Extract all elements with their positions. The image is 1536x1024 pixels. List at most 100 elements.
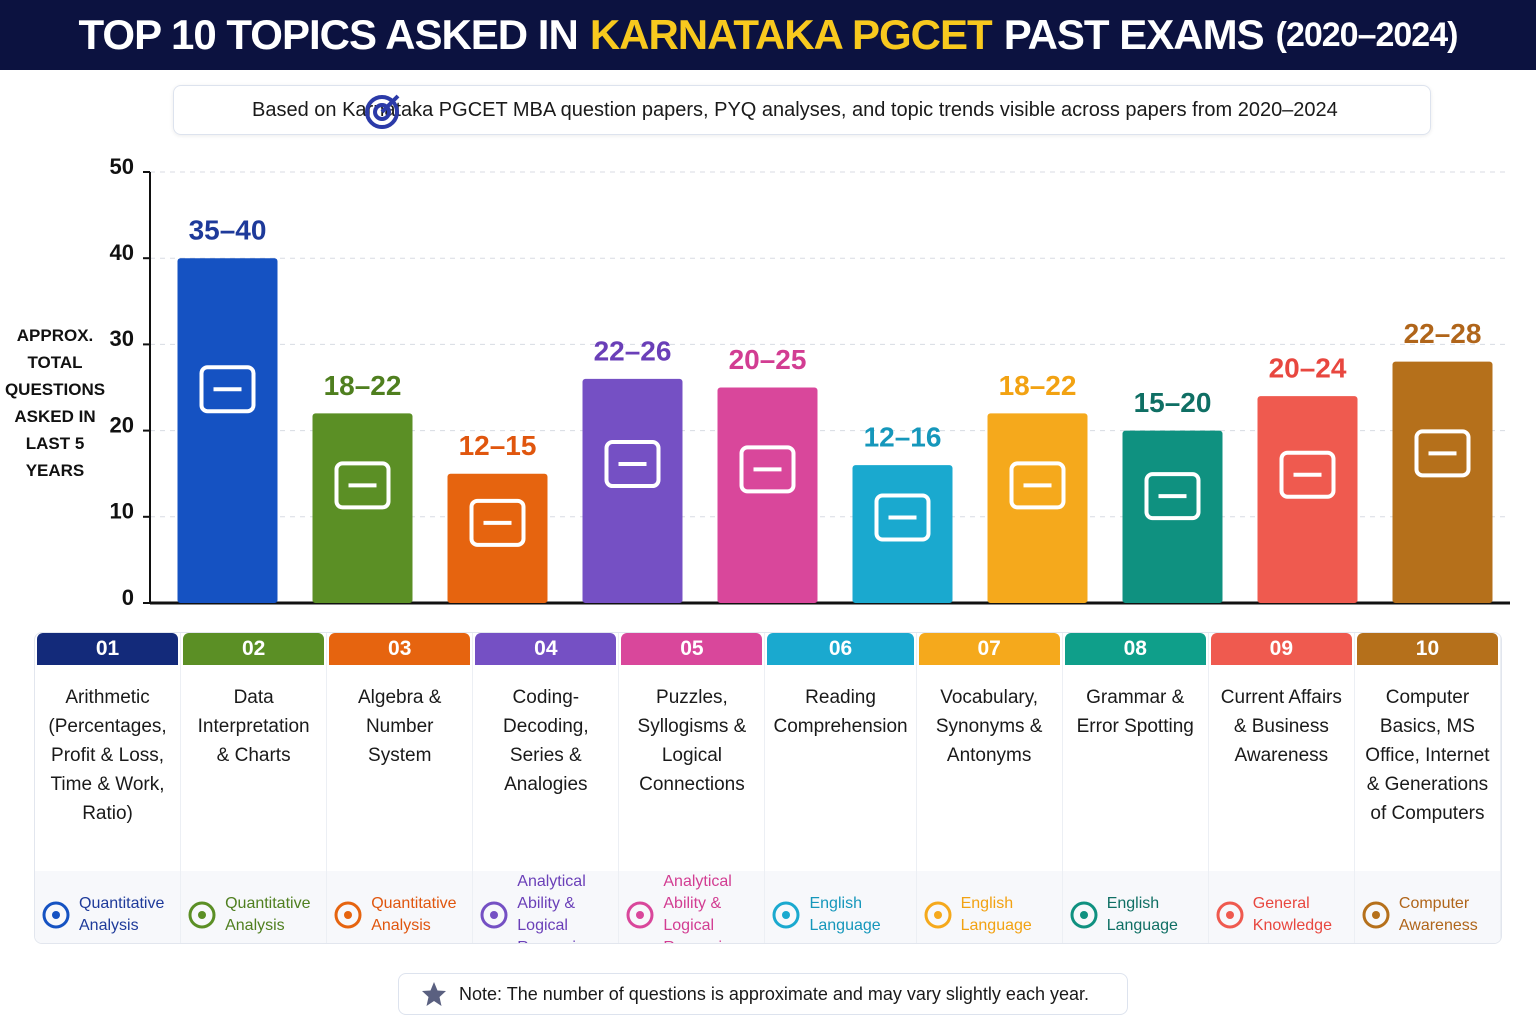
area-icon-shape: [626, 901, 654, 929]
area-icon-shape: [636, 911, 645, 919]
area-name: English Language: [960, 895, 1032, 934]
topic-name: Algebra & Number System: [358, 687, 442, 766]
area-icon: [334, 901, 362, 929]
area-name: English Language: [1106, 895, 1178, 934]
area-icon-shape: [1216, 901, 1244, 929]
area-icon-shape: [344, 911, 353, 919]
area-name: Quantitative Analysis: [225, 895, 311, 934]
title: TOP 10 TOPICS ASKED IN: [78, 11, 579, 58]
bar-icon: [334, 461, 391, 510]
target-icon: [365, 94, 400, 129]
area-cell: Computer Awareness: [1354, 871, 1500, 943]
area-cell: Analytical Ability & Logical Reasoning: [619, 871, 765, 943]
area-icon: [1216, 901, 1244, 929]
y-tick-label: 20: [110, 412, 134, 437]
bar-icon: [874, 493, 931, 542]
y-tick-label: 0: [122, 585, 134, 610]
topic-table: 01 Arithmetic (Percentages, Profit & Loss…: [34, 632, 1502, 944]
value-label: 35–40: [189, 215, 267, 246]
note-box: Note: The number of questions is approxi…: [398, 973, 1128, 1015]
topic-column: 05 Puzzles, Syllogisms & Logical Connecti…: [619, 633, 766, 943]
value-label: 20–25: [729, 344, 807, 375]
topic-number: 07: [918, 633, 1060, 665]
topic-number: 08: [1064, 633, 1206, 665]
bar-icon: [739, 445, 796, 494]
value-label: 12–16: [864, 421, 942, 452]
bar: [582, 378, 683, 603]
value-label: 18–22: [324, 370, 402, 401]
area-icon-shape: [924, 901, 952, 929]
y-tick-label: 10: [110, 499, 134, 524]
bar: [447, 473, 548, 603]
topic-name: Reading Comprehension: [773, 687, 908, 737]
area-icon: [188, 901, 216, 929]
area-cell: English Language: [1062, 871, 1208, 943]
y-tick-label: 30: [110, 326, 134, 351]
title-highlight: KARNATAKA PGCET: [589, 11, 993, 58]
topic-column: 06 Reading Comprehension English Language: [765, 633, 917, 943]
title-years: (2020–2024): [1275, 15, 1459, 54]
topic-column: 04 Coding-Decoding, Series & Analogies Ana…: [473, 633, 620, 943]
area-cell: Quantitative Analysis: [181, 871, 327, 943]
area-name: Quantitative Analysis: [79, 895, 165, 934]
area-icon-shape: [490, 911, 499, 919]
topic-column: 08 Grammar & Error Spotting English Langua…: [1062, 633, 1209, 943]
area-name: Quantitative Analysis: [371, 895, 457, 934]
topic-column: 02 Data Interpretation & Charts Quantitati…: [181, 633, 328, 943]
topic-name: Current Affairs & Business Awareness: [1220, 687, 1342, 766]
bar: [1392, 361, 1493, 603]
topic-column: 03 Algebra & Number System Quantitative An…: [327, 633, 474, 943]
bar-icon: [1009, 461, 1066, 510]
note: Note: The number of questions is approxi…: [459, 983, 1089, 1004]
area-icon-shape: [188, 901, 216, 929]
bar-icon: [1279, 450, 1336, 499]
value-label: 20–24: [1269, 353, 1347, 384]
bar: [852, 465, 953, 603]
area-icon-shape: [334, 901, 362, 929]
topic-column: 10 Computer Basics, MS Office, Internet &…: [1354, 633, 1501, 943]
topic-name: Data Interpretation & Charts: [197, 687, 310, 766]
bar-icon: [1144, 472, 1201, 521]
area-icon-shape: [1079, 911, 1088, 919]
area-cell: Quantitative Analysis: [327, 871, 473, 943]
area-name: English Language: [809, 895, 881, 934]
subtitle-box: Based on Karnataka PGCET MBA question pa…: [173, 85, 1431, 135]
y-tick-label: 50: [110, 154, 134, 179]
area-icon-shape: [933, 911, 942, 919]
bar-icon: [469, 498, 526, 547]
area-name: Computer Awareness: [1398, 895, 1478, 934]
bar: [717, 387, 818, 603]
topic-name: Arithmetic (Percentages, Profit & Loss, …: [48, 687, 167, 824]
area-icon: [480, 901, 508, 929]
area-icon-shape: [1225, 911, 1234, 919]
topic-name: Computer Basics, MS Office, Internet & G…: [1365, 687, 1490, 824]
area-icon: [772, 901, 800, 929]
area-icon: [924, 901, 952, 929]
topic-name: Vocabulary, Synonyms & Antonyms: [935, 687, 1043, 766]
bar: [1257, 396, 1358, 603]
title: PAST EXAMS: [1003, 11, 1265, 58]
area-icon-shape: [772, 901, 800, 929]
area-cell: English Language: [765, 871, 916, 943]
topic-name: Grammar & Error Spotting: [1076, 687, 1194, 737]
topic-number: 09: [1210, 633, 1352, 665]
area-cell: Quantitative Analysis: [35, 871, 181, 943]
topic-number: 05: [621, 633, 763, 665]
area-icon: [1070, 901, 1098, 929]
value-label: 22–26: [594, 335, 672, 366]
topic-number: 10: [1356, 633, 1498, 665]
topic-column: 07 Vocabulary, Synonyms & Antonyms English…: [916, 633, 1063, 943]
topic-number: 02: [183, 633, 325, 665]
area-icon-shape: [1371, 911, 1380, 919]
area-icon-shape: [782, 911, 791, 919]
bar-icon: [1414, 429, 1471, 478]
area-name: Analytical Ability & Logical Reasoning: [517, 873, 594, 943]
area-icon-shape: [1070, 901, 1098, 929]
value-label: 15–20: [1134, 387, 1212, 418]
area-icon-shape: [52, 911, 60, 919]
topic-number: 01: [37, 633, 179, 665]
value-label: 12–15: [459, 430, 537, 461]
area-icon: [42, 901, 70, 929]
subtitle: Based on Karnataka PGCET MBA question pa…: [252, 98, 1338, 121]
